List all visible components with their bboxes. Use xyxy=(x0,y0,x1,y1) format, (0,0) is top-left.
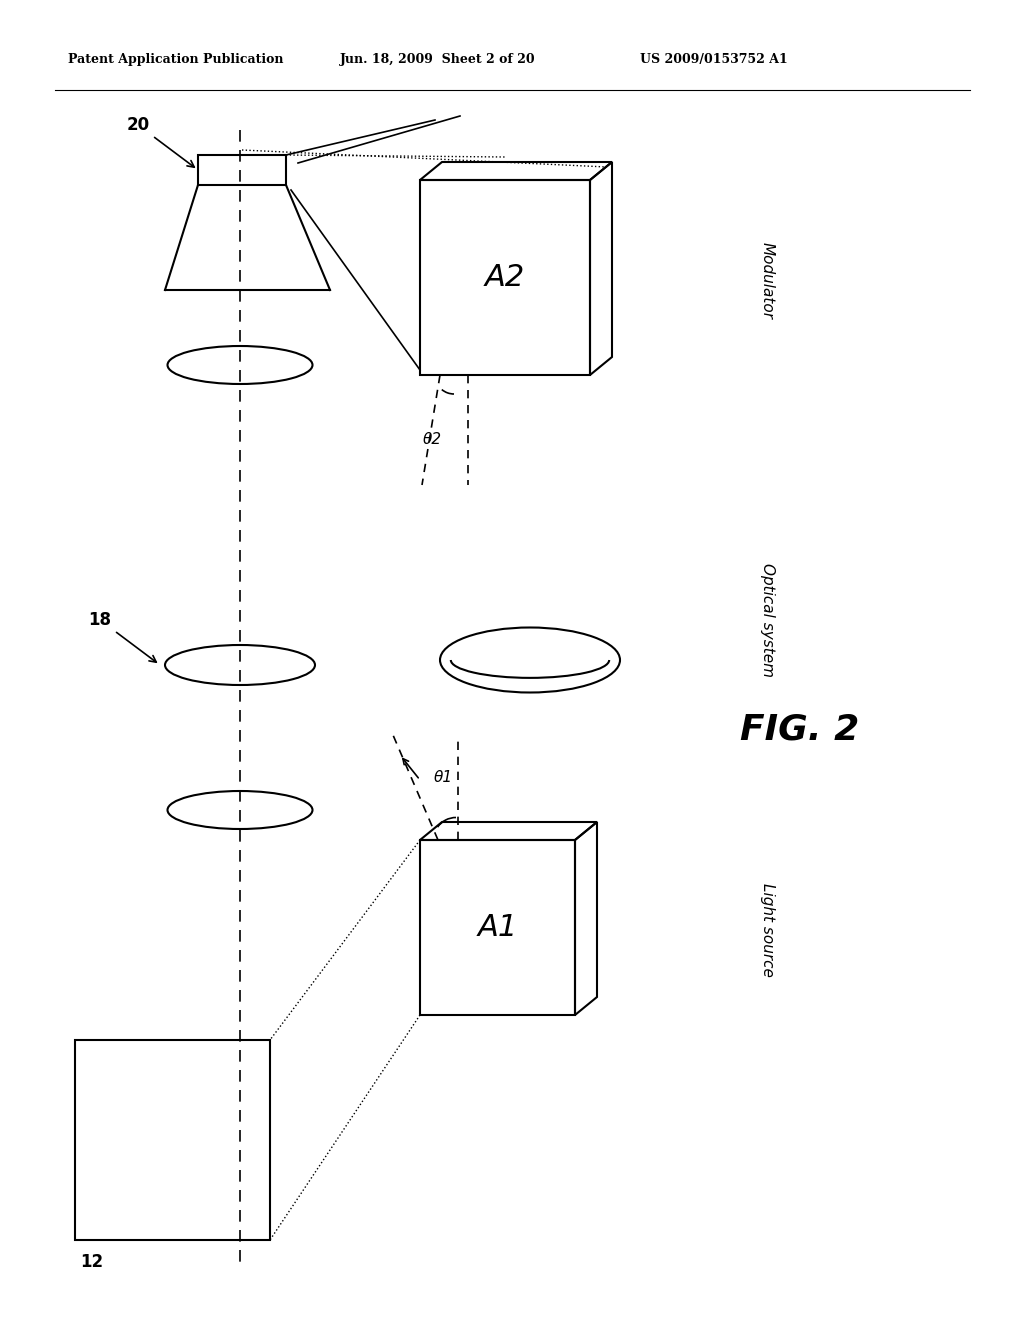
Text: Modulator: Modulator xyxy=(760,242,775,318)
Text: θ2: θ2 xyxy=(423,433,441,447)
Text: A2: A2 xyxy=(485,263,525,292)
Text: Light source: Light source xyxy=(760,883,775,977)
Text: A1: A1 xyxy=(477,913,517,942)
Text: FIG. 2: FIG. 2 xyxy=(740,713,859,747)
Text: 12: 12 xyxy=(80,1253,103,1271)
Text: US 2009/0153752 A1: US 2009/0153752 A1 xyxy=(640,54,787,66)
Text: θ1: θ1 xyxy=(433,771,453,785)
Text: Patent Application Publication: Patent Application Publication xyxy=(68,54,284,66)
Text: 18: 18 xyxy=(88,611,157,663)
Text: 20: 20 xyxy=(126,116,195,168)
Text: Jun. 18, 2009  Sheet 2 of 20: Jun. 18, 2009 Sheet 2 of 20 xyxy=(340,54,536,66)
Text: Optical system: Optical system xyxy=(760,564,775,677)
